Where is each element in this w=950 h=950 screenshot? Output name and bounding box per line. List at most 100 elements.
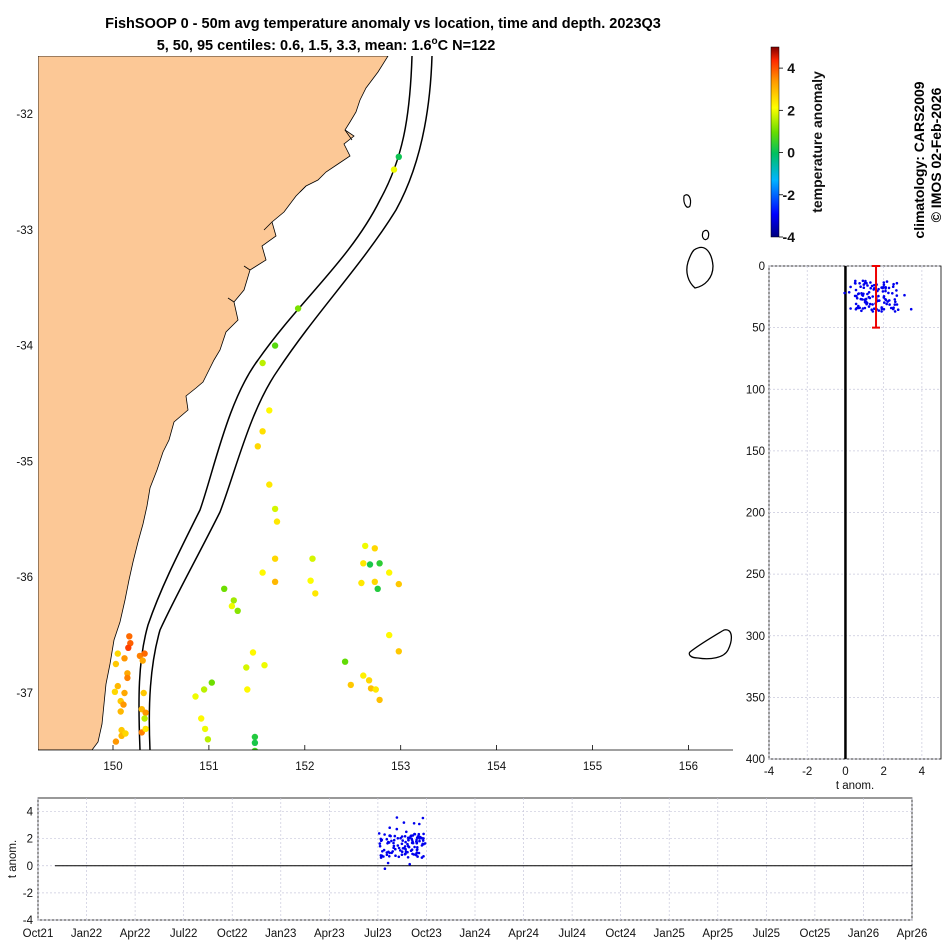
map-point <box>139 657 146 664</box>
timeseries-point <box>403 835 407 838</box>
map-y-ticks: -32 -33 -34 -35 -36 -37 <box>16 109 33 700</box>
profile-point <box>870 284 874 288</box>
isobath-outer <box>148 56 433 750</box>
map-x-tick-label: 153 <box>391 761 410 773</box>
profile-point <box>881 290 885 293</box>
profile-point <box>860 293 864 296</box>
timeseries-y-label: t anom. <box>7 840 19 878</box>
profile-point <box>847 291 851 294</box>
timeseries-point <box>399 836 402 840</box>
profile-point <box>884 287 887 290</box>
profile-point <box>862 286 866 290</box>
timeseries-point <box>412 822 416 825</box>
timeseries-point <box>392 846 395 850</box>
timeseries-y-tick-label: -4 <box>23 915 34 927</box>
map-y-tick-label: -33 <box>16 225 33 237</box>
profile-point <box>877 299 880 303</box>
map-point <box>112 738 120 745</box>
profile-point <box>872 287 876 290</box>
map-point <box>312 590 319 597</box>
timeseries-point <box>381 850 384 853</box>
profile-point <box>868 302 872 306</box>
profile-point <box>903 293 906 297</box>
map-points <box>111 153 402 750</box>
profile-x-label: t anom. <box>836 780 874 792</box>
timeseries-point <box>407 839 410 842</box>
timeseries-y-tick-label: 2 <box>27 834 33 846</box>
profile-point <box>857 306 860 310</box>
map-point <box>124 670 131 677</box>
map-point <box>114 682 122 690</box>
map-point <box>230 597 237 604</box>
profile-point <box>895 289 898 292</box>
profile-point <box>887 286 891 290</box>
timeseries-point <box>400 850 404 853</box>
timeseries-point <box>392 838 396 842</box>
profile-point <box>893 310 897 313</box>
timeseries-point <box>404 850 408 853</box>
map-y-tick-label: -34 <box>16 341 33 353</box>
map-point <box>121 689 128 697</box>
timeseries-point <box>378 844 382 848</box>
map-point <box>140 689 147 697</box>
profile-point <box>860 309 863 313</box>
timeseries-point <box>378 842 382 845</box>
timeseries-point <box>399 849 402 852</box>
islet-2 <box>683 194 692 208</box>
timeseries-x-tick-label: Jul25 <box>753 928 781 940</box>
timeseries-point <box>417 835 421 838</box>
timeseries-x-ticks: Oct21 Jan22 Apr22 Jul22 Oct22 Jan23 Apr23 Jul23… <box>23 928 928 940</box>
timeseries-point <box>401 847 405 850</box>
profile-x-tick-label: 0 <box>842 766 848 778</box>
timeseries-point <box>390 839 393 843</box>
profile-point <box>887 291 890 295</box>
profile-point <box>888 303 891 306</box>
timeseries-point <box>417 851 421 855</box>
timeseries-point <box>413 845 416 849</box>
timeseries-points <box>377 816 427 870</box>
map-point <box>366 561 374 568</box>
copyright-label: © IMOS 02-Feb-2026 <box>928 87 944 222</box>
profile-x-tick-label: -2 <box>802 766 812 778</box>
map-y-tick-label: -32 <box>16 109 33 121</box>
map-point <box>386 569 393 576</box>
timeseries-point <box>391 850 395 853</box>
profile-y-tick-label: 250 <box>746 569 765 581</box>
profile-point <box>864 279 867 283</box>
timeseries-point <box>388 826 392 829</box>
timeseries-x-tick-label: Apr22 <box>120 928 151 940</box>
profile-y-tick-label: 200 <box>746 508 765 520</box>
profile-x-tick-label: 2 <box>880 766 886 778</box>
timeseries-point <box>404 852 407 855</box>
map-point <box>371 578 378 585</box>
timeseries-x-tick-label: Apr23 <box>314 928 345 940</box>
timeseries-point <box>407 845 411 849</box>
timeseries-point <box>397 846 401 850</box>
timeseries-point <box>396 837 400 840</box>
timeseries-y-ticks: 4 2 0 -2 -4 <box>23 807 34 927</box>
profile-y-tick-label: 100 <box>746 384 765 396</box>
islet-1 <box>701 229 710 241</box>
timeseries-point <box>415 841 419 844</box>
profile-point <box>891 292 894 295</box>
profile-point <box>909 307 913 311</box>
map-point <box>266 407 273 414</box>
profile-x-tick-label: -4 <box>764 766 775 778</box>
map-point <box>192 693 199 700</box>
map-point <box>126 633 133 640</box>
map-point <box>261 662 268 669</box>
map-x-tick-label: 155 <box>583 761 602 773</box>
timeseries-x-tick-label: Oct25 <box>800 928 831 940</box>
timeseries-point <box>420 836 423 840</box>
chart-title-line1: FishSOOP 0 - 50m avg temperature anomaly… <box>105 16 661 32</box>
timeseries-point <box>383 833 386 836</box>
timeseries-point <box>386 861 390 865</box>
timeseries-point <box>397 855 401 859</box>
timeseries-point <box>393 834 397 838</box>
timeseries-point <box>421 842 425 846</box>
profile-point <box>882 283 886 287</box>
timeseries-point <box>379 856 383 859</box>
timeseries-point <box>377 832 381 835</box>
map-point <box>249 649 257 656</box>
